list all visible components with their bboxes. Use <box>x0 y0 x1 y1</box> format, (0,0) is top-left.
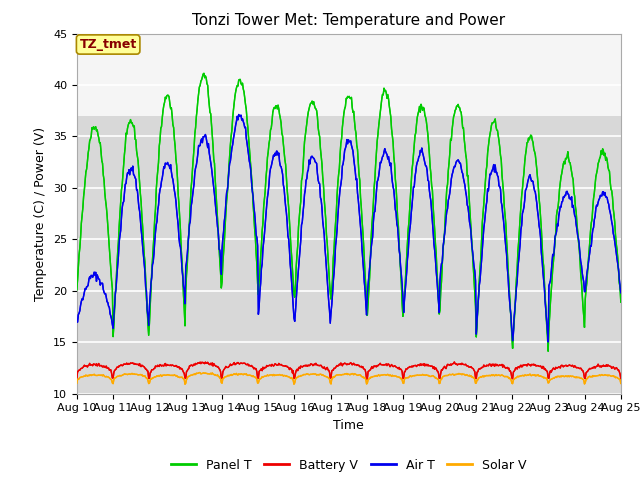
Y-axis label: Temperature (C) / Power (V): Temperature (C) / Power (V) <box>35 127 47 300</box>
Title: Tonzi Tower Met: Temperature and Power: Tonzi Tower Met: Temperature and Power <box>192 13 506 28</box>
Bar <box>77 34 621 116</box>
Legend: Panel T, Battery V, Air T, Solar V: Panel T, Battery V, Air T, Solar V <box>166 454 531 477</box>
Text: TZ_tmet: TZ_tmet <box>79 38 137 51</box>
X-axis label: Time: Time <box>333 419 364 432</box>
